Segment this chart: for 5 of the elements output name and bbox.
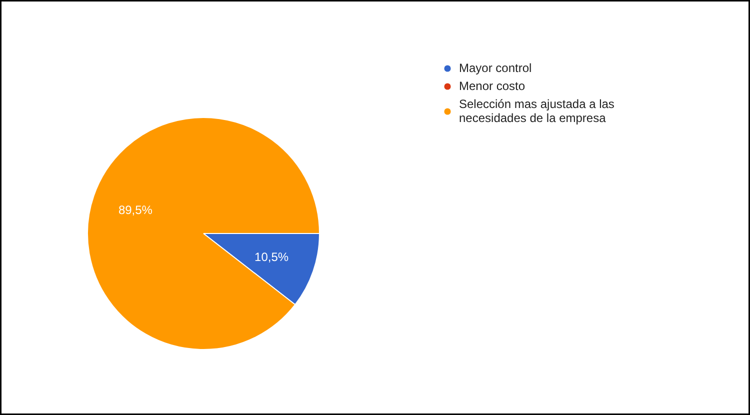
legend-label: Menor costo	[459, 79, 526, 93]
data-label: 10,5%	[254, 250, 289, 264]
data-label: 89,5%	[118, 203, 153, 218]
legend-label: Selección mas ajustada a las necesidades de la empresa	[459, 97, 614, 125]
legend-label: Mayor control	[459, 61, 532, 75]
